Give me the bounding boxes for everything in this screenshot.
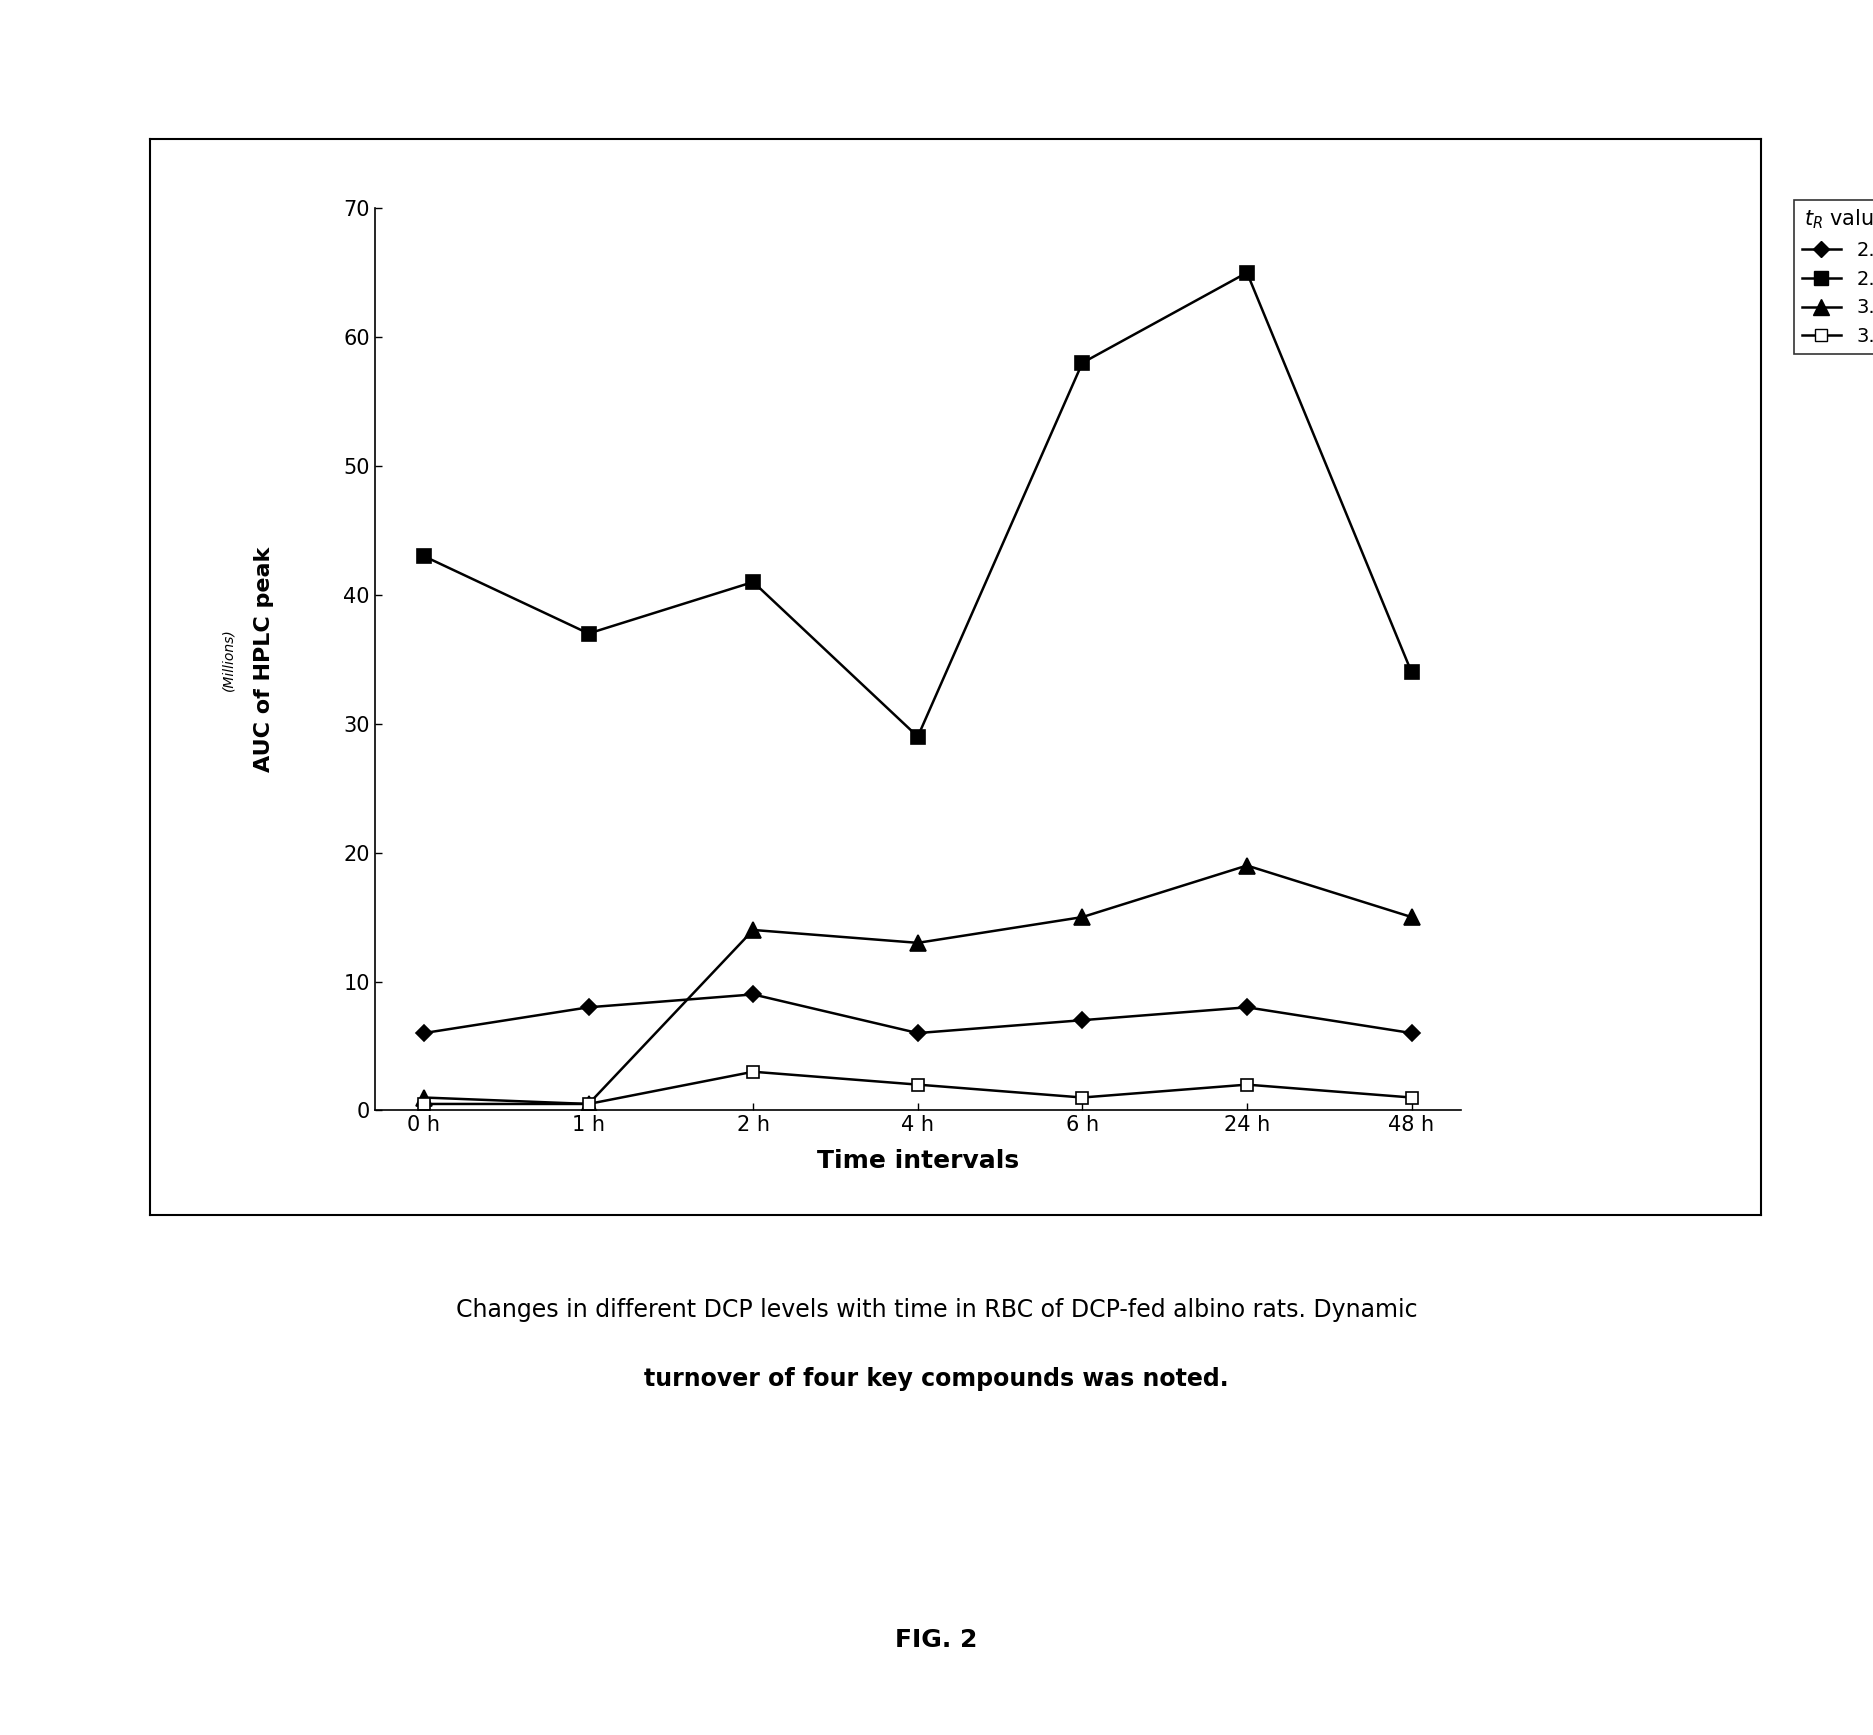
Text: Changes in different DCP levels with time in RBC of DCP-fed albino rats. Dynamic: Changes in different DCP levels with tim… <box>455 1298 1418 1322</box>
Text: turnover of four key compounds was noted.: turnover of four key compounds was noted… <box>644 1367 1229 1391</box>
Text: FIG. 2: FIG. 2 <box>895 1627 978 1652</box>
Text: (Millions): (Millions) <box>221 628 234 691</box>
X-axis label: Time intervals: Time intervals <box>817 1149 1019 1173</box>
Y-axis label: AUC of HPLC peak: AUC of HPLC peak <box>253 547 273 772</box>
Legend: 2.31, 2.99, 3.46, 3.86: 2.31, 2.99, 3.46, 3.86 <box>1794 200 1873 354</box>
